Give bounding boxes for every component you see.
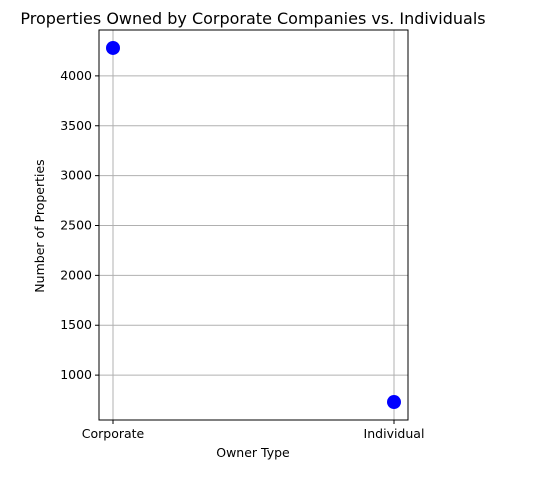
chart-title: Properties Owned by Corporate Companies … — [20, 9, 485, 28]
y-tick-label: 1500 — [60, 317, 92, 332]
x-tick-label: Individual — [364, 426, 425, 441]
y-tick-label: 2500 — [60, 217, 92, 232]
grid-layer — [99, 30, 408, 420]
y-axis-label: Number of Properties — [32, 159, 47, 292]
y-tick-label: 4000 — [60, 68, 92, 83]
data-point — [106, 40, 120, 55]
y-tick-label: 2000 — [60, 267, 92, 282]
ticks-layer: 1000 1500 2000 2500 3000 3500 4000 Corporate Ind… — [60, 68, 424, 441]
y-tick-label: 3000 — [60, 168, 92, 183]
data-point — [387, 395, 401, 410]
y-tick-label: 3500 — [60, 118, 92, 133]
marks-layer — [106, 40, 401, 410]
y-tick-label: 1000 — [60, 367, 92, 382]
x-axis-label: Owner Type — [216, 445, 290, 460]
x-tick-label: Corporate — [82, 426, 145, 441]
